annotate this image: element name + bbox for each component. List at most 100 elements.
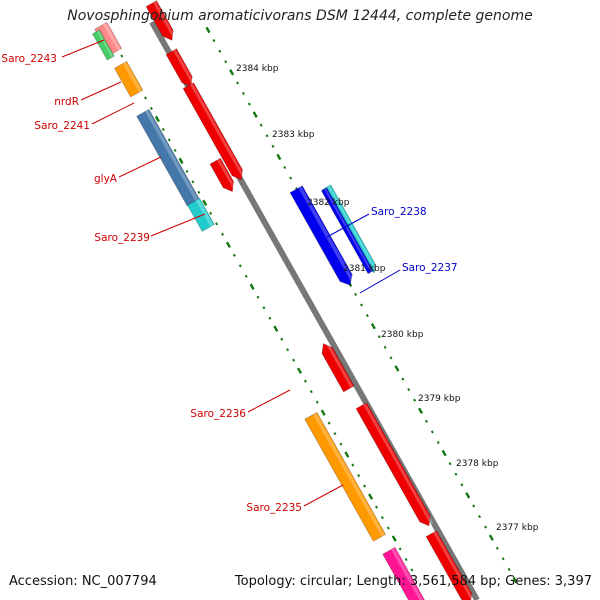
gene-glya-fwd [209, 157, 237, 193]
gene-label[interactable]: glyA [94, 173, 118, 185]
kbp-label: 2383 kbp [272, 130, 315, 140]
ruler-dot [386, 526, 390, 530]
ruler-dot [249, 283, 255, 290]
gene-label[interactable]: Saro_2241 [34, 120, 90, 132]
ruler-dot [418, 407, 424, 414]
ruler-dot [212, 39, 216, 43]
label-leader-line [61, 39, 105, 58]
gene-label[interactable]: Saro_2236 [190, 408, 246, 420]
kbp-label: 2379 kbp [418, 394, 461, 404]
kbp-label: 2381 kbp [343, 264, 386, 274]
gene-label[interactable]: Saro_2239 [94, 232, 150, 244]
gene-saro-2237-rev [320, 187, 374, 275]
ruler-dot [333, 432, 337, 436]
ruler-dot [225, 241, 231, 249]
ruler-dot [488, 534, 494, 541]
label-leader-line [326, 213, 370, 238]
label-leader-line [80, 81, 122, 101]
gene-saro-2238-rev [289, 185, 356, 286]
ruler-dot [424, 419, 428, 423]
ruler-dot [218, 49, 222, 53]
label-leader-line [303, 484, 344, 507]
ruler-dot [368, 493, 374, 500]
gene-saro-2235-inner [304, 411, 387, 542]
ruler-dot [154, 115, 160, 123]
gene-glya-inner [136, 108, 200, 207]
ruler-dot [215, 222, 219, 226]
ruler-dot [238, 264, 242, 268]
label-leader-line [247, 389, 291, 413]
ruler-dot [229, 69, 235, 76]
ruler-dot [167, 138, 171, 142]
ruler-dot [236, 81, 239, 85]
ruler-dot [256, 295, 260, 299]
ruler-dot [377, 335, 381, 339]
gene-label[interactable]: Saro_2237 [402, 262, 458, 274]
ruler-dot [357, 474, 361, 478]
kbp-label: 2377 kbp [496, 523, 539, 533]
ruler-dot [241, 91, 245, 95]
ruler-dot [394, 365, 400, 372]
ruler-dot [354, 292, 358, 296]
ruler-dot [265, 134, 269, 138]
ruler-dot [441, 449, 447, 457]
ruler-dot [401, 377, 405, 381]
kbp-label: 2378 kbp [456, 459, 499, 469]
genome-summary-text: Topology: circular; Length: 3,561,584 bp… [234, 574, 592, 589]
gene-saro-2241-fwd [182, 82, 246, 181]
ruler-dot [224, 60, 228, 64]
ruler-dot [398, 547, 402, 551]
ruler-dot [289, 176, 293, 180]
ruler-dot [161, 127, 165, 131]
ruler-dot [344, 451, 350, 458]
ruler-dot [404, 557, 408, 562]
genome-title: Novosphingobium aromaticivorans DSM 1244… [67, 8, 533, 24]
kbp-labels: 2384 kbp 2383 kbp 2382 kbp 2381 kbp 2380 kbp… [236, 64, 539, 533]
ruler-dot [370, 322, 376, 330]
ruler-dot [507, 567, 511, 571]
ruler-dot [383, 345, 387, 349]
gene-green-inner [91, 29, 115, 61]
gene-label[interactable]: Saro_2243 [1, 53, 57, 65]
ruler-dot [448, 462, 452, 466]
kbp-label: 2380 kbp [381, 330, 424, 340]
ruler-dot [280, 337, 284, 341]
ruler-dot [276, 153, 282, 161]
gene-pink-inner [382, 546, 430, 600]
ruler-dot [247, 102, 251, 106]
ruler-dot [484, 525, 487, 529]
ruler-dot [320, 409, 326, 416]
ruler-dot [375, 505, 378, 509]
ruler-dot [380, 516, 384, 520]
ruler-dot [339, 442, 343, 446]
gene-nrdr-inner [113, 60, 144, 98]
ruler-dot [407, 388, 411, 392]
gene-label[interactable]: Saro_2235 [246, 502, 302, 514]
ruler-dot [197, 190, 201, 194]
ruler-dot [389, 356, 393, 360]
ruler-dot [202, 199, 208, 207]
label-leader-line [118, 156, 162, 178]
gene-labels: Saro_2243 nrdR Saro_2241 glyA Saro_2239 Saro_… [1, 53, 457, 514]
label-leader-line [150, 213, 206, 237]
label-leader-line [91, 102, 135, 125]
ruler-dot [413, 398, 417, 402]
accession-text: Accession: NC_007794 [9, 574, 157, 589]
ruler-dot [205, 26, 211, 34]
gene-label[interactable]: nrdR [54, 96, 79, 108]
gene-label[interactable]: Saro_2238 [371, 206, 427, 218]
ruler-dot [410, 568, 414, 572]
ruler-track-inner [107, 31, 414, 572]
label-leaders [61, 39, 401, 507]
ruler-dot [185, 169, 189, 173]
ruler-dot [363, 484, 367, 488]
gene-edge-fwd [425, 530, 475, 600]
ruler-dot [495, 546, 499, 550]
gene-saro-2236-fwd [321, 341, 355, 393]
ruler-dot [149, 106, 153, 110]
ruler-dot [360, 303, 363, 307]
gene-nrdr-fwd [165, 48, 196, 88]
ruler-dot [144, 96, 147, 100]
ruler-dot [465, 492, 471, 499]
